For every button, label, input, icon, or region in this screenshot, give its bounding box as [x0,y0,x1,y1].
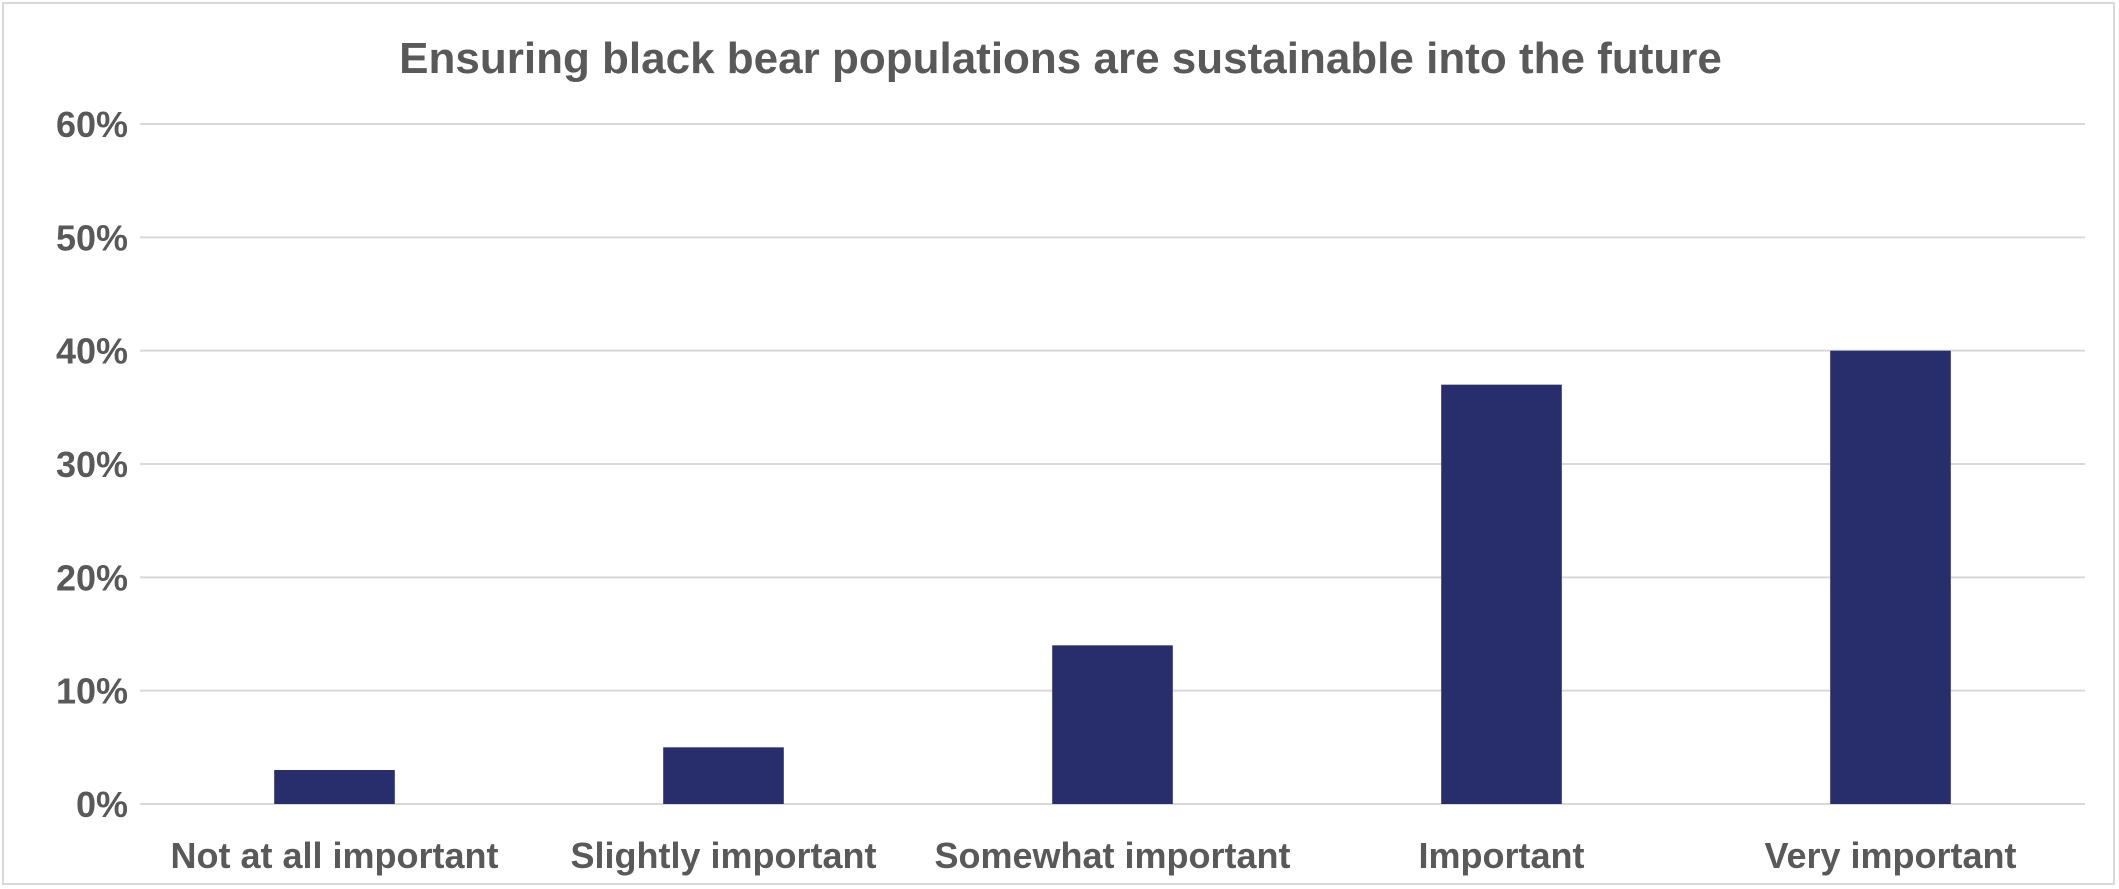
y-tick-label: 10% [56,671,128,712]
x-category-label: Important [1419,835,1585,876]
bars [274,350,1951,804]
x-category-label: Slightly important [571,835,877,876]
y-tick-label: 30% [56,444,128,485]
bar [274,770,395,804]
bar [1052,645,1173,804]
bar [663,747,784,804]
y-axis-tick-labels: 0% 10% 20% 30% 40% 50% 60% [56,104,128,825]
bar [1830,350,1951,804]
x-category-label: Somewhat important [934,835,1290,876]
y-tick-label: 40% [56,331,128,372]
x-category-label: Not at all important [170,835,498,876]
x-category-label: Very important [1764,835,2016,876]
y-tick-label: 20% [56,557,128,598]
y-tick-label: 60% [56,104,128,145]
chart-title: Ensuring black bear populations are sust… [399,34,1722,83]
y-tick-label: 0% [76,784,128,825]
x-axis-category-labels: Not at all important Slightly important So… [170,835,2016,876]
gridlines [140,123,2085,805]
y-tick-label: 50% [56,217,128,258]
bar [1441,384,1562,804]
